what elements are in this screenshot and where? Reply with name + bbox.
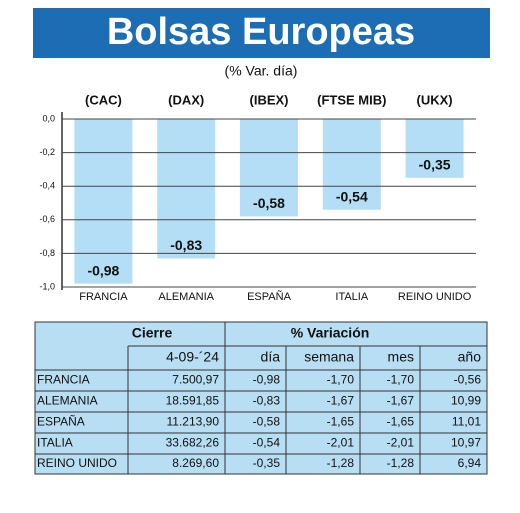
- table-cell: 8.269,60: [172, 456, 219, 470]
- y-tick-label: -0,4: [39, 181, 55, 191]
- table-cell: -0,98: [253, 373, 281, 387]
- table-bg: [34, 321, 488, 475]
- x-tick-label: ALEMANIA: [158, 291, 214, 303]
- table-cell: -2,01: [327, 436, 355, 450]
- x-tick-label: REINO UNIDO: [398, 291, 472, 303]
- index-label: (IBEX): [250, 92, 289, 107]
- x-tick-label: FRANCIA: [79, 291, 128, 303]
- bar: [240, 119, 298, 217]
- table-subheader: año: [458, 349, 482, 365]
- bar: [405, 119, 464, 178]
- y-tick-label: -0,6: [39, 214, 55, 224]
- table-cell: 10,97: [451, 436, 481, 450]
- table-subheader: semana: [304, 349, 354, 365]
- y-tick-label: -1,0: [39, 281, 55, 291]
- bar: [74, 119, 133, 284]
- table-subheader: mes: [388, 349, 414, 365]
- table-cell: FRANCIA: [37, 373, 90, 387]
- table-cell: -0,35: [253, 456, 281, 470]
- table-subheader: 4-09-´24: [166, 349, 219, 365]
- index-label: (DAX): [168, 92, 204, 107]
- table-header: Cierre: [132, 325, 173, 341]
- bar: [157, 119, 216, 259]
- table-cell: 10,99: [451, 394, 481, 408]
- table-cell: -1,28: [327, 456, 355, 470]
- value-label: -0,83: [170, 237, 202, 253]
- chart-subtitle: (% Var. día): [225, 63, 298, 79]
- table-cell: 7.500,97: [172, 373, 219, 387]
- value-label: -0,54: [336, 188, 368, 204]
- table-header: % Variación: [291, 325, 370, 341]
- table-cell: -1,28: [387, 456, 415, 470]
- table-cell: REINO UNIDO: [37, 456, 117, 470]
- table-cell: -1,70: [387, 373, 415, 387]
- table-subheader: día: [261, 349, 281, 365]
- index-label: (FTSE MIB): [317, 92, 386, 107]
- table-cell: -1,65: [387, 415, 415, 429]
- table-cell: -0,54: [253, 436, 281, 450]
- chart-title: Bolsas Europeas: [107, 11, 415, 53]
- table-cell: 18.591,85: [166, 394, 220, 408]
- value-label: -0,58: [253, 195, 285, 211]
- table-cell: -1,70: [327, 373, 355, 387]
- table-cell: -2,01: [387, 436, 415, 450]
- table-cell: ESPAÑA: [37, 415, 85, 429]
- table-cell: 11,01: [452, 415, 481, 429]
- title-banner: [33, 8, 490, 58]
- index-label: (UKX): [417, 92, 453, 107]
- value-label: -0,35: [419, 157, 451, 173]
- index-label: (CAC): [85, 92, 122, 107]
- x-tick-label: ITALIA: [335, 291, 368, 303]
- y-tick-label: -0,2: [39, 147, 55, 157]
- y-tick-label: 0,0: [42, 113, 55, 123]
- table-cell: -1,65: [327, 415, 355, 429]
- table-cell: -0,56: [454, 373, 482, 387]
- table-cell: -1,67: [327, 394, 355, 408]
- x-tick-label: ESPAÑA: [247, 290, 291, 303]
- value-label: -0,98: [87, 262, 119, 278]
- y-tick-label: -0,8: [39, 248, 55, 258]
- table-cell: 6,94: [458, 456, 482, 470]
- bar: [322, 119, 381, 210]
- table-cell: 11.213,90: [167, 415, 220, 429]
- table-cell: ALEMANIA: [37, 394, 98, 408]
- table-cell: 33.682,26: [166, 436, 220, 450]
- table-cell: -1,67: [387, 394, 415, 408]
- table-cell: ITALIA: [37, 436, 73, 450]
- table-cell: -0,58: [253, 415, 281, 429]
- table-cell: -0,83: [253, 394, 281, 408]
